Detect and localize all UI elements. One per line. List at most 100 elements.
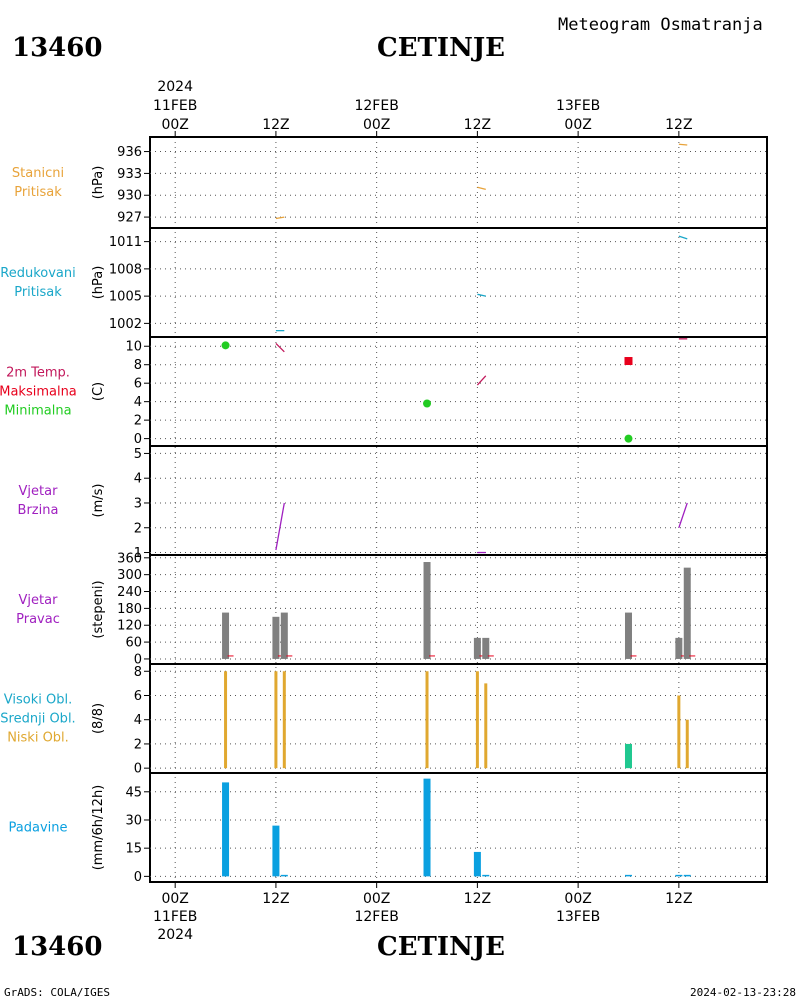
direction-bar — [272, 616, 280, 659]
y-tick-label: 1002 — [109, 317, 142, 332]
cloud-low-bar — [677, 695, 681, 769]
tmin-marker — [624, 434, 633, 443]
panel-label: Niski Obl. — [7, 731, 69, 746]
bottom-date-label: 13FEB — [556, 909, 600, 925]
grid-lines — [174, 137, 680, 882]
direction-bar — [280, 612, 288, 659]
y-tick-label: 8 — [134, 665, 142, 680]
station-name-top: CETINJE — [377, 33, 505, 63]
panel-label: Padavine — [9, 821, 68, 836]
direction-bar — [423, 562, 431, 659]
y-tick-label: 60 — [125, 636, 142, 651]
series-line — [678, 143, 688, 146]
top-hour-label: 12Z — [464, 117, 491, 133]
panel-frame — [149, 445, 768, 556]
bottom-hour-label: 00Z — [564, 891, 591, 907]
time-axis-labels: 00Z 11FEB 2024 00Z 11FEB 2024 12Z 12Z 00Z 12FEB 00… — [153, 79, 693, 943]
y-tick-label: 1005 — [109, 290, 142, 305]
product-title: Meteogram Osmatranja — [558, 15, 763, 35]
tmax-marker — [624, 357, 633, 366]
y-tick-label: 936 — [117, 145, 142, 160]
bottom-hour-label: 12Z — [665, 891, 692, 907]
series-line — [275, 216, 285, 220]
top-date-label: 13FEB — [556, 98, 600, 114]
y-tick-label: 2 — [134, 521, 142, 536]
cloud-low-bar — [274, 671, 278, 769]
footer-timestamp: 2024-02-13-23:28 — [690, 986, 796, 999]
direction-bar — [675, 637, 683, 659]
y-tick-label: 360 — [117, 551, 142, 566]
panel-frame — [149, 554, 768, 665]
precip-bar — [624, 874, 632, 877]
y-tick-label: 15 — [125, 842, 142, 857]
y-tick-label: 1 — [134, 546, 142, 561]
precip-bar — [683, 874, 691, 877]
panel-frame — [149, 772, 768, 883]
y-axis-title: (stepeni) — [91, 580, 106, 638]
temp-line — [476, 375, 487, 386]
precip-bar — [280, 874, 288, 877]
panel-redukovani_pritisak: 1002 1005 1008 1011 (hPa) Redukovani Pritisak — [0, 227, 768, 338]
precip-bar — [473, 851, 481, 877]
y-tick-label: 933 — [117, 167, 142, 182]
top-date-label: 12FEB — [354, 98, 398, 114]
panel-frame — [149, 336, 768, 447]
panel-label: Pritisak — [14, 185, 62, 200]
panel-label: Vjetar — [19, 484, 59, 499]
panel-label: Minimalna — [4, 404, 71, 419]
direction-bar — [624, 612, 632, 659]
y-tick-label: 4 — [134, 713, 142, 728]
bottom-hour-label: 00Z — [161, 891, 188, 907]
panel-label: Pravac — [16, 612, 60, 627]
top-hour-label: 12Z — [262, 117, 289, 133]
cloud-low-bar — [475, 671, 479, 769]
y-tick-label: 180 — [117, 602, 142, 617]
y-tick-label: 240 — [117, 585, 142, 600]
y-tick-label: 6 — [134, 689, 142, 704]
panel-label: Stanicni — [12, 166, 64, 181]
series-line — [477, 186, 486, 191]
y-tick-label: 0 — [134, 762, 142, 777]
top-date-label: 11FEB — [153, 98, 197, 114]
y-tick-label: 5 — [134, 447, 142, 462]
y-tick-label: 0 — [134, 870, 142, 885]
direction-bar — [683, 567, 691, 659]
top-hour-label: 00Z — [363, 117, 390, 133]
y-tick-label: 30 — [125, 813, 142, 828]
top-hour-label: 12Z — [665, 117, 692, 133]
precip-bar — [272, 825, 280, 877]
cloud-low-bar — [484, 683, 488, 769]
panel-vjetar_brzina: 1 2 3 4 5 (m/s) Vjetar Brzina — [18, 445, 768, 561]
y-tick-label: 0 — [134, 652, 142, 667]
y-tick-label: 4 — [134, 395, 142, 410]
panel-label: Redukovani — [0, 266, 75, 281]
y-tick-label: 6 — [134, 377, 142, 392]
y-axis-title: (mm/6h/12h) — [91, 785, 106, 871]
y-tick-label: 4 — [134, 472, 142, 487]
y-axis-title: (hPa) — [91, 266, 106, 300]
y-axis-title: (8/8) — [91, 703, 106, 734]
cloud-low-bar — [425, 671, 429, 769]
temp-line — [275, 343, 285, 353]
station-id-bottom: 13460 — [12, 932, 102, 962]
bottom-date-label: 11FEB — [153, 909, 197, 925]
y-tick-label: 300 — [117, 568, 142, 583]
y-tick-label: 2 — [134, 737, 142, 752]
y-tick-label: 2 — [134, 414, 142, 429]
cloud-low-bar — [282, 671, 286, 769]
precip-bar — [222, 782, 230, 877]
panel-label: Visoki Obl. — [4, 693, 72, 708]
panel-frame — [149, 663, 768, 774]
precip-bar — [482, 874, 490, 877]
y-tick-label: 0 — [134, 432, 142, 447]
cloud-mid-bar — [624, 743, 632, 769]
cloud-low-bar — [224, 671, 228, 769]
y-tick-label: 1008 — [109, 262, 142, 277]
station-name-bottom: CETINJE — [377, 932, 505, 962]
y-tick-label: 120 — [117, 619, 142, 634]
series-line — [477, 293, 486, 297]
panel-vjetar_pravac: 060 120 180 240 300 360 (stepeni) Vjetar Pravac — [16, 551, 768, 667]
panel-label: Vjetar — [19, 593, 59, 608]
y-tick-label: 10 — [125, 340, 142, 355]
panel-label: Brzina — [18, 503, 59, 518]
